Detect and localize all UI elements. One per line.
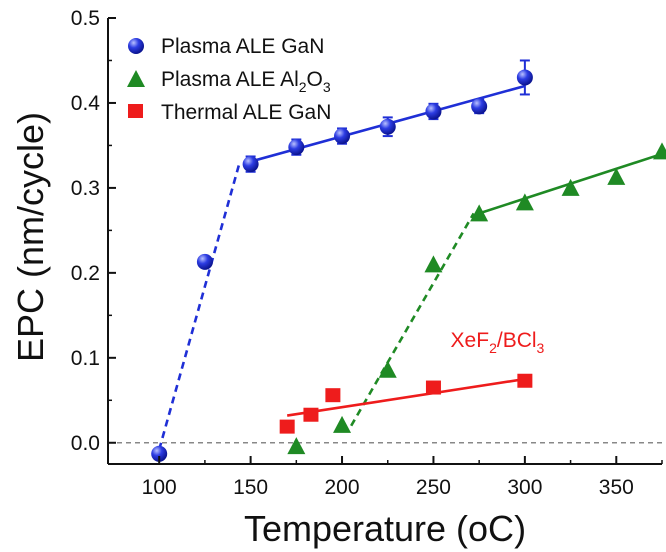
data-point-sphere [288, 139, 305, 156]
data-point-triangle [561, 178, 580, 196]
x-tick-label: 200 [325, 476, 360, 499]
tick-labels-layer: 100 150 200 250 300 350 0.0 0.1 0.2 0.3 0.4 0.5 [71, 7, 634, 499]
legend-marker-sphere [128, 38, 144, 54]
data-point-square [279, 419, 295, 434]
legend-marker-triangle [127, 70, 145, 87]
fit-line-dashed [350, 212, 475, 427]
legend-label-thermal-ale-gan: Thermal ALE GaN [161, 101, 331, 124]
y-tick-label: 0.1 [71, 347, 100, 370]
data-point-sphere [425, 103, 442, 120]
x-axis-unit: oC [468, 508, 514, 549]
data-point-square [517, 373, 533, 388]
y-tick-label: 0.2 [71, 262, 100, 285]
legend-marker-square [128, 104, 143, 118]
legend-item-plasma-ale-gan: Plasma ALE GaN [128, 35, 324, 58]
legend-item-plasma-ale-al2o3: Plasma ALE Al2O3 [127, 68, 331, 95]
data-point-sphere [242, 156, 259, 173]
data-point-triangle [515, 193, 534, 211]
data-point-sphere [196, 253, 213, 270]
axes-layer [107, 17, 663, 465]
annotation-xef2-bcl3: XeF2/BCl3 [451, 329, 545, 356]
data-points-layer [151, 69, 666, 462]
legend-item-thermal-ale-gan: Thermal ALE GaN [128, 101, 331, 124]
x-tick-label: 100 [142, 476, 177, 499]
data-point-triangle [287, 437, 306, 455]
legend-label-plasma-ale-al2o3: Plasma ALE Al2O3 [161, 68, 331, 95]
data-point-sphere [334, 128, 351, 145]
x-tick-label: 300 [507, 476, 542, 499]
data-point-sphere [471, 98, 488, 115]
data-point-triangle [378, 360, 397, 378]
data-point-square [303, 407, 319, 422]
y-tick-label: 0.4 [71, 92, 101, 115]
data-point-sphere [379, 118, 396, 135]
data-point-square [325, 388, 341, 403]
data-point-triangle [653, 142, 666, 160]
data-point-triangle [470, 204, 489, 222]
y-tick-label: 0.0 [71, 432, 100, 455]
data-point-triangle [424, 255, 443, 273]
fit-line-dashed [157, 162, 241, 450]
x-tick-label: 250 [416, 476, 451, 499]
x-tick-label: 150 [233, 476, 268, 499]
fit-line-solid [286, 377, 526, 417]
y-tick-label: 0.5 [71, 7, 100, 30]
data-point-sphere [151, 445, 168, 462]
x-axis-title: Temperature (oC) [244, 508, 526, 549]
y-tick-label: 0.3 [71, 177, 100, 200]
y-axis-title: EPC (nm/cycle) [10, 112, 51, 362]
data-point-square [425, 380, 441, 395]
legend: Plasma ALE GaN Plasma ALE Al2O3 Thermal … [127, 35, 331, 124]
legend-label-plasma-ale-gan: Plasma ALE GaN [161, 35, 324, 58]
data-point-triangle [607, 167, 626, 185]
x-tick-label: 350 [599, 476, 634, 499]
data-point-sphere [516, 69, 533, 86]
data-point-triangle [333, 415, 352, 433]
fit-lines-layer [157, 84, 663, 450]
